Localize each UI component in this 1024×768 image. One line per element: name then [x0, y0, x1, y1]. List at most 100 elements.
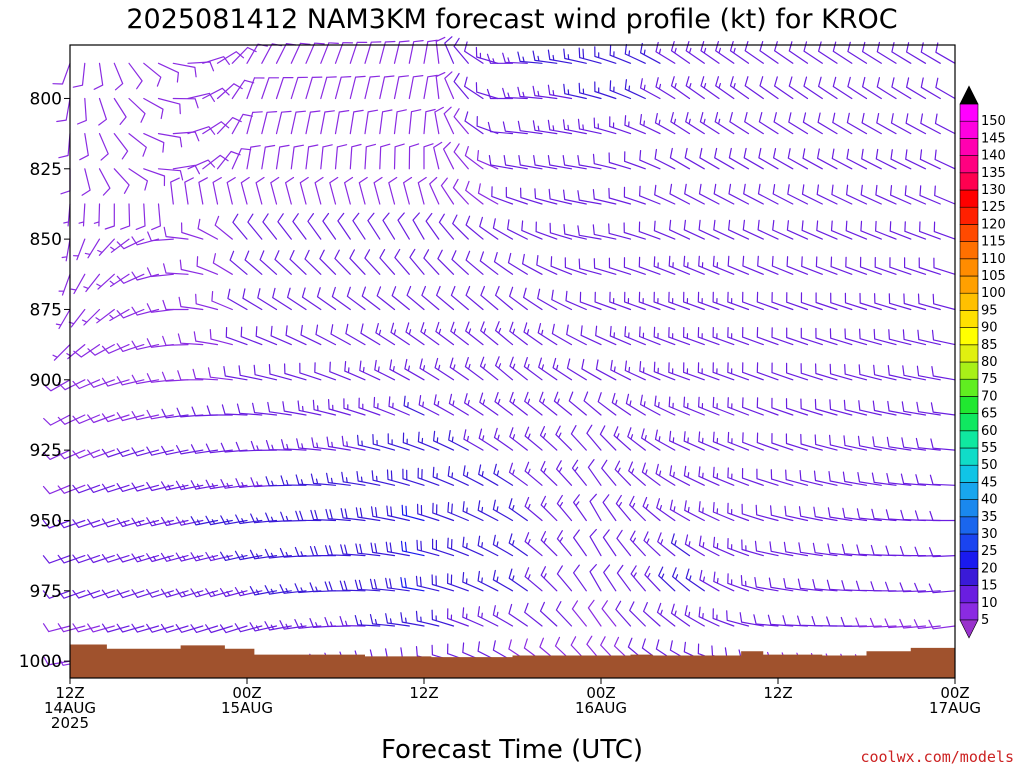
wind-barb: [418, 395, 440, 416]
wind-barb: [741, 503, 764, 522]
wind-barb: [322, 212, 337, 240]
wind-barb: [357, 434, 381, 451]
wind-barb: [669, 465, 691, 486]
wind-barb: [684, 147, 705, 170]
wind-barb: [587, 599, 602, 627]
wind-barb: [592, 224, 617, 240]
wind-barb: [533, 155, 558, 170]
wind-barb: [42, 590, 71, 599]
wind-barb: [244, 250, 263, 275]
wind-barb: [280, 475, 307, 486]
wind-barb: [355, 507, 381, 522]
wind-barb: [116, 553, 145, 563]
wind-barb: [683, 291, 705, 311]
wind-barb: [364, 75, 381, 100]
wind-barb: [131, 306, 160, 316]
wind-barb: [830, 256, 853, 275]
wind-barb: [509, 356, 528, 381]
wind-barb: [305, 76, 323, 100]
wind-barb: [275, 77, 294, 100]
wind-barb: [654, 113, 676, 135]
wind-barb: [509, 321, 528, 346]
wind-barb: [57, 623, 86, 633]
wind-barb: [151, 203, 161, 231]
wind-barb: [771, 255, 794, 275]
colorbar-label: 55: [981, 441, 998, 456]
colorbar-label: 100: [981, 286, 1006, 301]
wind-barb: [444, 36, 455, 64]
wind-barb: [420, 322, 440, 346]
colorbar-swatch: [959, 344, 979, 363]
wind-barb: [161, 445, 189, 456]
wind-barb: [625, 393, 646, 416]
wind-barb: [492, 569, 514, 592]
wind-barb: [161, 481, 189, 491]
wind-barb: [842, 471, 868, 486]
wind-barb: [774, 76, 794, 100]
wind-barb: [629, 530, 646, 557]
wind-barb: [77, 97, 87, 125]
colorbar-label: 40: [981, 493, 998, 508]
wind-barb: [563, 224, 587, 240]
colorbar-label: 150: [981, 114, 1006, 129]
wind-barb: [743, 147, 764, 170]
wind-barb: [403, 395, 425, 416]
wind-barb: [382, 212, 396, 240]
wind-barb: [608, 223, 632, 240]
wind-barb: [786, 220, 809, 240]
wind-barb: [756, 397, 779, 416]
wind-barb: [571, 600, 587, 627]
wind-barb: [160, 552, 189, 562]
wind-barb: [462, 536, 484, 557]
wind-barb: [58, 273, 71, 296]
wind-barb: [774, 41, 794, 64]
wind-barb: [577, 190, 602, 205]
wind-barb: [713, 536, 735, 557]
wind-barb: [933, 257, 956, 275]
wind-barb: [608, 257, 632, 275]
wind-barb: [113, 133, 129, 160]
wind-barb: [623, 257, 646, 275]
wind-barb: [295, 474, 322, 486]
wind-barb: [550, 256, 573, 275]
colorbar-high-arrow: [959, 85, 979, 105]
wind-barb: [367, 212, 381, 240]
colorbar-swatch: [959, 550, 979, 569]
wind-barb: [465, 285, 484, 311]
wind-barb: [669, 183, 691, 205]
wind-barb: [787, 184, 809, 205]
wind-barb: [874, 293, 897, 311]
colorbar-swatch: [959, 396, 979, 414]
wind-barb: [447, 537, 469, 557]
wind-barb: [131, 447, 160, 457]
wind-barb: [628, 461, 646, 486]
wind-barb: [190, 588, 219, 598]
wind-barb: [713, 183, 735, 205]
wind-barb: [495, 356, 514, 381]
wind-barb: [668, 396, 691, 416]
wind-barb: [160, 588, 189, 598]
wind-barb: [320, 42, 339, 64]
wind-barb: [729, 41, 750, 64]
wind-barb: [325, 545, 351, 557]
wind-barb: [555, 601, 573, 627]
wind-barb: [524, 602, 543, 627]
wind-barb: [831, 184, 853, 205]
wind-barb: [157, 133, 183, 148]
wind-barb: [643, 602, 661, 627]
wind-barb: [654, 148, 676, 170]
wind-barb: [401, 504, 425, 522]
wind-barb: [670, 112, 691, 135]
colorbar-label: 70: [981, 389, 998, 404]
wind-barb: [379, 109, 393, 135]
wind-barb: [379, 75, 395, 100]
wind-barb: [462, 572, 484, 592]
wind-barb: [257, 288, 278, 311]
wind-barb: [116, 589, 145, 599]
wind-barb: [523, 322, 543, 346]
wind-barb: [72, 414, 101, 424]
wind-barb: [330, 324, 351, 346]
wind-barb: [275, 144, 290, 170]
wind-barb: [79, 133, 89, 161]
wind-barb: [566, 324, 587, 346]
